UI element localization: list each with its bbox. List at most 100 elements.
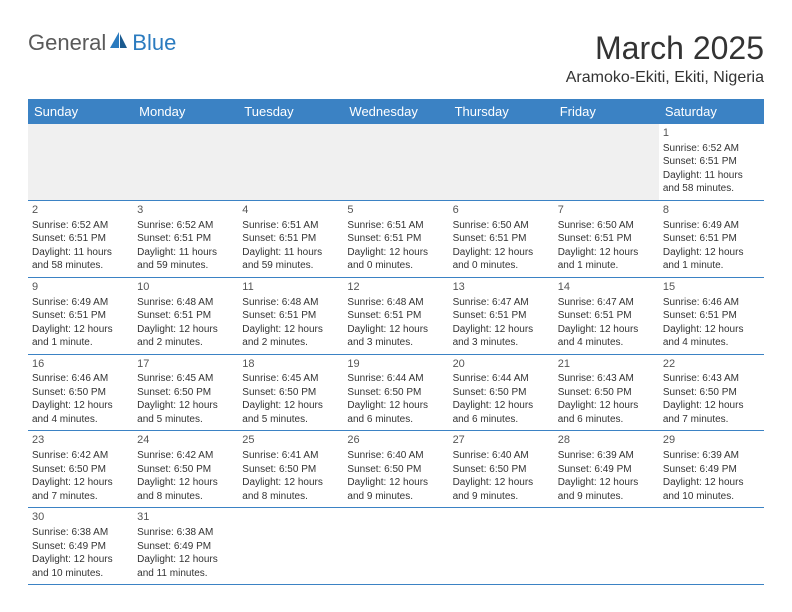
sunrise-text: Sunrise: 6:49 AM bbox=[32, 296, 129, 310]
logo-text-general: General bbox=[28, 30, 106, 56]
sunrise-text: Sunrise: 6:47 AM bbox=[558, 296, 655, 310]
calendar-day-cell bbox=[238, 508, 343, 585]
sunset-text: Sunset: 6:50 PM bbox=[137, 386, 234, 400]
sunrise-text: Sunrise: 6:46 AM bbox=[663, 296, 760, 310]
sunset-text: Sunset: 6:51 PM bbox=[242, 232, 339, 246]
day-number: 9 bbox=[32, 280, 129, 295]
calendar-day-cell: 10Sunrise: 6:48 AMSunset: 6:51 PMDayligh… bbox=[133, 277, 238, 354]
calendar-day-cell: 21Sunrise: 6:43 AMSunset: 6:50 PMDayligh… bbox=[554, 354, 659, 431]
calendar-day-cell: 30Sunrise: 6:38 AMSunset: 6:49 PMDayligh… bbox=[28, 508, 133, 585]
calendar-day-cell: 20Sunrise: 6:44 AMSunset: 6:50 PMDayligh… bbox=[449, 354, 554, 431]
calendar-day-cell bbox=[659, 508, 764, 585]
sunset-text: Sunset: 6:51 PM bbox=[663, 155, 760, 169]
sunset-text: Sunset: 6:51 PM bbox=[453, 232, 550, 246]
day-number: 13 bbox=[453, 280, 550, 295]
day-number: 10 bbox=[137, 280, 234, 295]
calendar-day-cell: 3Sunrise: 6:52 AMSunset: 6:51 PMDaylight… bbox=[133, 200, 238, 277]
sunrise-text: Sunrise: 6:38 AM bbox=[32, 526, 129, 540]
day-number: 19 bbox=[347, 357, 444, 372]
sunrise-text: Sunrise: 6:38 AM bbox=[137, 526, 234, 540]
daylight-text: Daylight: 12 hours and 6 minutes. bbox=[558, 399, 655, 426]
logo-sail-icon bbox=[108, 30, 130, 56]
calendar-week-row: 2Sunrise: 6:52 AMSunset: 6:51 PMDaylight… bbox=[28, 200, 764, 277]
day-number: 26 bbox=[347, 433, 444, 448]
page-header: General Blue March 2025 Aramoko-Ekiti, E… bbox=[28, 30, 764, 87]
calendar-week-row: 9Sunrise: 6:49 AMSunset: 6:51 PMDaylight… bbox=[28, 277, 764, 354]
sunrise-text: Sunrise: 6:49 AM bbox=[663, 219, 760, 233]
calendar-day-cell: 2Sunrise: 6:52 AMSunset: 6:51 PMDaylight… bbox=[28, 200, 133, 277]
calendar-day-cell bbox=[343, 508, 448, 585]
sunrise-text: Sunrise: 6:42 AM bbox=[137, 449, 234, 463]
day-number: 22 bbox=[663, 357, 760, 372]
day-header: Monday bbox=[133, 99, 238, 124]
calendar-day-cell: 18Sunrise: 6:45 AMSunset: 6:50 PMDayligh… bbox=[238, 354, 343, 431]
calendar-day-cell: 4Sunrise: 6:51 AMSunset: 6:51 PMDaylight… bbox=[238, 200, 343, 277]
calendar-week-row: 23Sunrise: 6:42 AMSunset: 6:50 PMDayligh… bbox=[28, 431, 764, 508]
calendar-day-cell: 29Sunrise: 6:39 AMSunset: 6:49 PMDayligh… bbox=[659, 431, 764, 508]
sunset-text: Sunset: 6:49 PM bbox=[558, 463, 655, 477]
day-number: 24 bbox=[137, 433, 234, 448]
daylight-text: Daylight: 12 hours and 9 minutes. bbox=[347, 476, 444, 503]
sunset-text: Sunset: 6:51 PM bbox=[347, 309, 444, 323]
day-number: 2 bbox=[32, 203, 129, 218]
sunrise-text: Sunrise: 6:51 AM bbox=[242, 219, 339, 233]
sunrise-text: Sunrise: 6:42 AM bbox=[32, 449, 129, 463]
calendar-day-cell: 5Sunrise: 6:51 AMSunset: 6:51 PMDaylight… bbox=[343, 200, 448, 277]
daylight-text: Daylight: 11 hours and 58 minutes. bbox=[663, 169, 760, 196]
sunrise-text: Sunrise: 6:41 AM bbox=[242, 449, 339, 463]
sunset-text: Sunset: 6:51 PM bbox=[242, 309, 339, 323]
day-number: 16 bbox=[32, 357, 129, 372]
sunrise-text: Sunrise: 6:40 AM bbox=[347, 449, 444, 463]
calendar-day-cell: 12Sunrise: 6:48 AMSunset: 6:51 PMDayligh… bbox=[343, 277, 448, 354]
calendar-day-cell: 14Sunrise: 6:47 AMSunset: 6:51 PMDayligh… bbox=[554, 277, 659, 354]
daylight-text: Daylight: 12 hours and 10 minutes. bbox=[32, 553, 129, 580]
sunset-text: Sunset: 6:50 PM bbox=[347, 463, 444, 477]
calendar-day-cell: 6Sunrise: 6:50 AMSunset: 6:51 PMDaylight… bbox=[449, 200, 554, 277]
day-number: 6 bbox=[453, 203, 550, 218]
calendar-day-cell: 9Sunrise: 6:49 AMSunset: 6:51 PMDaylight… bbox=[28, 277, 133, 354]
calendar-day-cell: 1Sunrise: 6:52 AMSunset: 6:51 PMDaylight… bbox=[659, 124, 764, 200]
day-number: 7 bbox=[558, 203, 655, 218]
day-number: 27 bbox=[453, 433, 550, 448]
daylight-text: Daylight: 12 hours and 3 minutes. bbox=[347, 323, 444, 350]
daylight-text: Daylight: 12 hours and 6 minutes. bbox=[453, 399, 550, 426]
daylight-text: Daylight: 12 hours and 2 minutes. bbox=[242, 323, 339, 350]
daylight-text: Daylight: 11 hours and 59 minutes. bbox=[242, 246, 339, 273]
daylight-text: Daylight: 12 hours and 7 minutes. bbox=[32, 476, 129, 503]
sunset-text: Sunset: 6:51 PM bbox=[32, 309, 129, 323]
logo: General Blue bbox=[28, 30, 176, 56]
sunrise-text: Sunrise: 6:48 AM bbox=[242, 296, 339, 310]
sunset-text: Sunset: 6:49 PM bbox=[137, 540, 234, 554]
day-header: Saturday bbox=[659, 99, 764, 124]
sunset-text: Sunset: 6:50 PM bbox=[558, 386, 655, 400]
day-number: 25 bbox=[242, 433, 339, 448]
calendar-day-cell: 11Sunrise: 6:48 AMSunset: 6:51 PMDayligh… bbox=[238, 277, 343, 354]
sunset-text: Sunset: 6:51 PM bbox=[347, 232, 444, 246]
day-number: 29 bbox=[663, 433, 760, 448]
daylight-text: Daylight: 12 hours and 1 minute. bbox=[558, 246, 655, 273]
sunrise-text: Sunrise: 6:40 AM bbox=[453, 449, 550, 463]
calendar-day-cell bbox=[28, 124, 133, 200]
daylight-text: Daylight: 12 hours and 0 minutes. bbox=[347, 246, 444, 273]
daylight-text: Daylight: 12 hours and 1 minute. bbox=[32, 323, 129, 350]
sunset-text: Sunset: 6:50 PM bbox=[242, 463, 339, 477]
calendar-day-cell bbox=[449, 508, 554, 585]
sunrise-text: Sunrise: 6:51 AM bbox=[347, 219, 444, 233]
sunset-text: Sunset: 6:50 PM bbox=[242, 386, 339, 400]
calendar-day-cell: 25Sunrise: 6:41 AMSunset: 6:50 PMDayligh… bbox=[238, 431, 343, 508]
day-number: 18 bbox=[242, 357, 339, 372]
day-header-row: Sunday Monday Tuesday Wednesday Thursday… bbox=[28, 99, 764, 124]
calendar-day-cell: 16Sunrise: 6:46 AMSunset: 6:50 PMDayligh… bbox=[28, 354, 133, 431]
calendar-day-cell bbox=[449, 124, 554, 200]
sunrise-text: Sunrise: 6:45 AM bbox=[242, 372, 339, 386]
day-number: 28 bbox=[558, 433, 655, 448]
sunset-text: Sunset: 6:50 PM bbox=[453, 463, 550, 477]
month-title: March 2025 bbox=[566, 30, 764, 67]
sunrise-text: Sunrise: 6:48 AM bbox=[347, 296, 444, 310]
calendar-week-row: 30Sunrise: 6:38 AMSunset: 6:49 PMDayligh… bbox=[28, 508, 764, 585]
calendar-day-cell: 13Sunrise: 6:47 AMSunset: 6:51 PMDayligh… bbox=[449, 277, 554, 354]
calendar-day-cell: 15Sunrise: 6:46 AMSunset: 6:51 PMDayligh… bbox=[659, 277, 764, 354]
day-number: 12 bbox=[347, 280, 444, 295]
day-number: 30 bbox=[32, 510, 129, 525]
sunrise-text: Sunrise: 6:52 AM bbox=[663, 142, 760, 156]
